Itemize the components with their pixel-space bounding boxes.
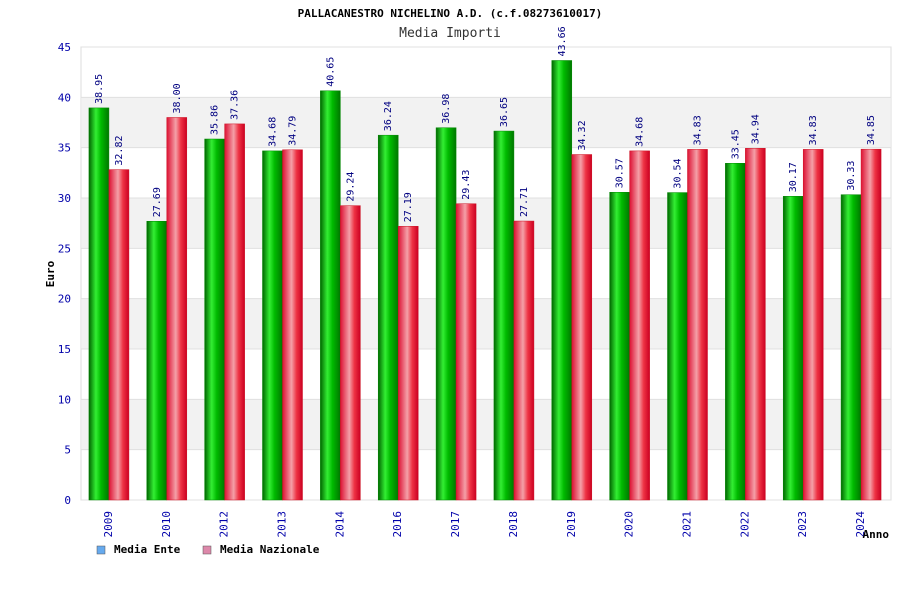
grid-band <box>82 399 890 450</box>
bar-media-ente-2024 <box>840 194 862 501</box>
bar-media-nazionale-2020 <box>629 150 650 501</box>
bar-media-nazionale-2021 <box>687 149 708 501</box>
data-label-media-nazionale-2023: 34.83 <box>808 115 819 145</box>
bar-media-nazionale-2019 <box>571 154 593 501</box>
data-label-media-nazionale-2020: 34.68 <box>635 117 646 147</box>
y-tick-label: 10 <box>58 393 71 406</box>
data-label-media-ente-2019: 43.66 <box>557 26 568 56</box>
bar-media-ente-2012 <box>204 138 225 501</box>
bar-media-nazionale-2009 <box>108 169 130 501</box>
bar-media-ente-2013 <box>262 150 283 501</box>
data-label-media-nazionale-2019: 34.32 <box>577 120 588 150</box>
y-tick-label: 35 <box>58 142 71 155</box>
bar-media-ente-2018 <box>493 130 515 501</box>
x-tick-label-2022: 2022 <box>738 511 751 538</box>
data-label-media-nazionale-2012: 37.36 <box>230 90 241 120</box>
legend-swatch-media-nazionale <box>202 545 212 555</box>
data-label-media-nazionale-2016: 27.19 <box>403 192 414 222</box>
data-label-media-nazionale-2014: 29.24 <box>345 172 356 202</box>
data-label-media-ente-2010: 27.69 <box>152 187 163 217</box>
bar-media-ente-2021 <box>667 192 688 501</box>
y-tick-label: 30 <box>58 192 71 205</box>
x-tick-label-2009: 2009 <box>102 511 115 538</box>
y-tick-label: 40 <box>58 91 71 104</box>
bar-media-nazionale-2024 <box>860 148 882 501</box>
data-label-media-ente-2023: 30.17 <box>788 162 799 192</box>
data-label-media-ente-2012: 35.86 <box>210 105 221 135</box>
bar-media-nazionale-2018 <box>513 220 535 501</box>
bar-media-ente-2017 <box>435 127 457 501</box>
data-label-media-ente-2018: 36.65 <box>499 97 510 127</box>
bar-media-ente-2023 <box>782 196 804 501</box>
bar-media-nazionale-2023 <box>802 149 824 501</box>
bar-media-nazionale-2022 <box>745 148 766 501</box>
bar-media-ente-2014 <box>320 90 341 501</box>
y-tick-label: 45 <box>58 41 71 54</box>
data-label-media-ente-2013: 34.68 <box>268 117 279 147</box>
legend-label-media-nazionale: Media Nazionale <box>220 543 320 556</box>
data-label-media-nazionale-2010: 38.00 <box>172 83 183 113</box>
bar-media-ente-2009 <box>88 107 110 501</box>
bar-media-ente-2016 <box>377 134 399 501</box>
x-tick-label-2020: 2020 <box>623 511 636 538</box>
bar-media-nazionale-2012 <box>224 123 245 501</box>
data-label-media-ente-2009: 38.95 <box>94 74 105 104</box>
y-tick-label: 5 <box>64 444 71 457</box>
legend-label-media-ente: Media Ente <box>114 543 181 556</box>
grid-band <box>82 198 890 249</box>
chart-subtitle: Media Importi <box>399 26 501 41</box>
data-label-media-nazionale-2018: 27.71 <box>519 187 530 217</box>
x-tick-label-2014: 2014 <box>333 511 346 538</box>
y-axis-label: Euro <box>44 260 57 287</box>
legend: Media Ente Media Nazionale <box>96 543 320 556</box>
bar-media-nazionale-2014 <box>340 205 361 501</box>
bar-media-ente-2022 <box>725 163 746 501</box>
data-labels-layer: 38.95 32.82 27.69 38.00 35.86 37.36 34.68 34.79… <box>94 26 877 222</box>
chart-title: PALLACANESTRO NICHELINO A.D. (c.f.082736… <box>298 7 603 20</box>
y-tick-label: 0 <box>64 494 71 507</box>
data-label-media-nazionale-2009: 32.82 <box>114 136 125 166</box>
bar-media-ente-2019 <box>551 60 573 501</box>
data-label-media-ente-2022: 33.45 <box>730 129 741 159</box>
data-label-media-ente-2014: 40.65 <box>325 57 336 87</box>
data-label-media-nazionale-2021: 34.83 <box>693 115 704 145</box>
x-tick-label-2010: 2010 <box>160 511 173 538</box>
axis-layer: 0 5 10 15 20 25 30 35 40 45 2009 2010 2012 2013 2014 20… <box>58 41 867 538</box>
x-tick-label-2021: 2021 <box>681 511 694 538</box>
bar-media-nazionale-2010 <box>166 117 188 501</box>
x-tick-label-2013: 2013 <box>276 511 289 538</box>
data-label-media-ente-2016: 36.24 <box>383 101 394 131</box>
data-label-media-ente-2020: 30.57 <box>615 158 626 188</box>
grid-band <box>82 298 890 349</box>
y-tick-label: 25 <box>58 242 71 255</box>
bar-media-ente-2020 <box>609 192 630 501</box>
x-tick-label-2012: 2012 <box>218 511 231 538</box>
x-tick-label-2019: 2019 <box>565 511 578 538</box>
x-tick-label-2017: 2017 <box>449 511 462 538</box>
data-label-media-nazionale-2017: 29.43 <box>461 170 472 200</box>
data-label-media-ente-2017: 36.98 <box>441 94 452 124</box>
x-axis-label: Anno <box>863 528 890 541</box>
bar-media-nazionale-2016 <box>397 226 419 501</box>
legend-swatch-media-ente <box>96 545 106 555</box>
x-tick-label-2016: 2016 <box>391 511 404 538</box>
x-tick-label-2018: 2018 <box>507 511 520 538</box>
grid-band <box>82 97 890 148</box>
data-label-media-nazionale-2024: 34.85 <box>866 115 877 145</box>
data-label-media-nazionale-2013: 34.79 <box>288 116 299 146</box>
bar-media-nazionale-2017 <box>455 203 477 501</box>
data-label-media-ente-2021: 30.54 <box>673 158 684 188</box>
bar-media-ente-2010 <box>146 221 168 501</box>
bar-media-nazionale-2013 <box>282 149 303 501</box>
data-label-media-nazionale-2022: 34.94 <box>750 114 761 144</box>
y-tick-label: 20 <box>58 293 71 306</box>
bars-layer <box>88 60 882 501</box>
x-tick-label-2023: 2023 <box>796 511 809 538</box>
x-tick-label-2024: 2024 <box>854 511 867 538</box>
data-label-media-ente-2024: 30.33 <box>846 161 857 191</box>
y-tick-label: 15 <box>58 343 71 356</box>
